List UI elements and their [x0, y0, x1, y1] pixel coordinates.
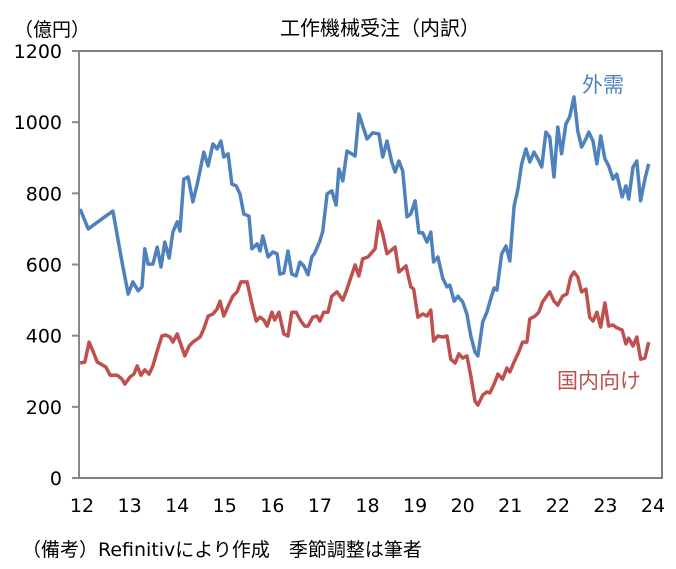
series-line-domestic [79, 219, 651, 407]
legend-label-domestic: 国内向け [557, 369, 641, 393]
x-tick-label: 20 [451, 495, 475, 517]
y-tick-label: 1000 [14, 112, 62, 134]
y-axis-ticks: 0 200 400 600 800 1000 1200 [14, 41, 79, 490]
y-tick-label: 0 [50, 468, 62, 490]
x-tick-label: 16 [260, 495, 284, 517]
source-note: （備考）Refinitivにより作成 季節調整は筆者 [22, 539, 422, 561]
x-tick-label: 14 [165, 495, 189, 517]
y-axis-unit-label: （億円） [14, 19, 90, 41]
series-lines [78, 95, 651, 407]
x-tick-label: 24 [641, 495, 665, 517]
x-tick-label: 12 [70, 495, 94, 517]
series-line-overseas [78, 95, 651, 358]
x-tick-label: 23 [593, 495, 617, 517]
legend-label-overseas: 外需 [582, 73, 624, 97]
x-axis-ticks: 12 13 14 15 16 17 18 19 20 21 22 23 24 [70, 495, 665, 517]
y-tick-label: 800 [26, 183, 62, 205]
y-tick-label: 600 [26, 255, 62, 277]
x-tick-label: 15 [213, 495, 237, 517]
chart-title: 工作機械受注（内訳） [280, 16, 480, 40]
x-tick-label: 21 [498, 495, 522, 517]
x-tick-label: 18 [355, 495, 379, 517]
x-tick-label: 17 [308, 495, 332, 517]
y-tick-label: 400 [26, 326, 62, 348]
y-tick-label: 200 [26, 397, 62, 419]
y-tick-label: 1200 [14, 41, 62, 63]
x-tick-label: 22 [546, 495, 570, 517]
x-tick-label: 13 [117, 495, 141, 517]
x-tick-label: 19 [403, 495, 427, 517]
